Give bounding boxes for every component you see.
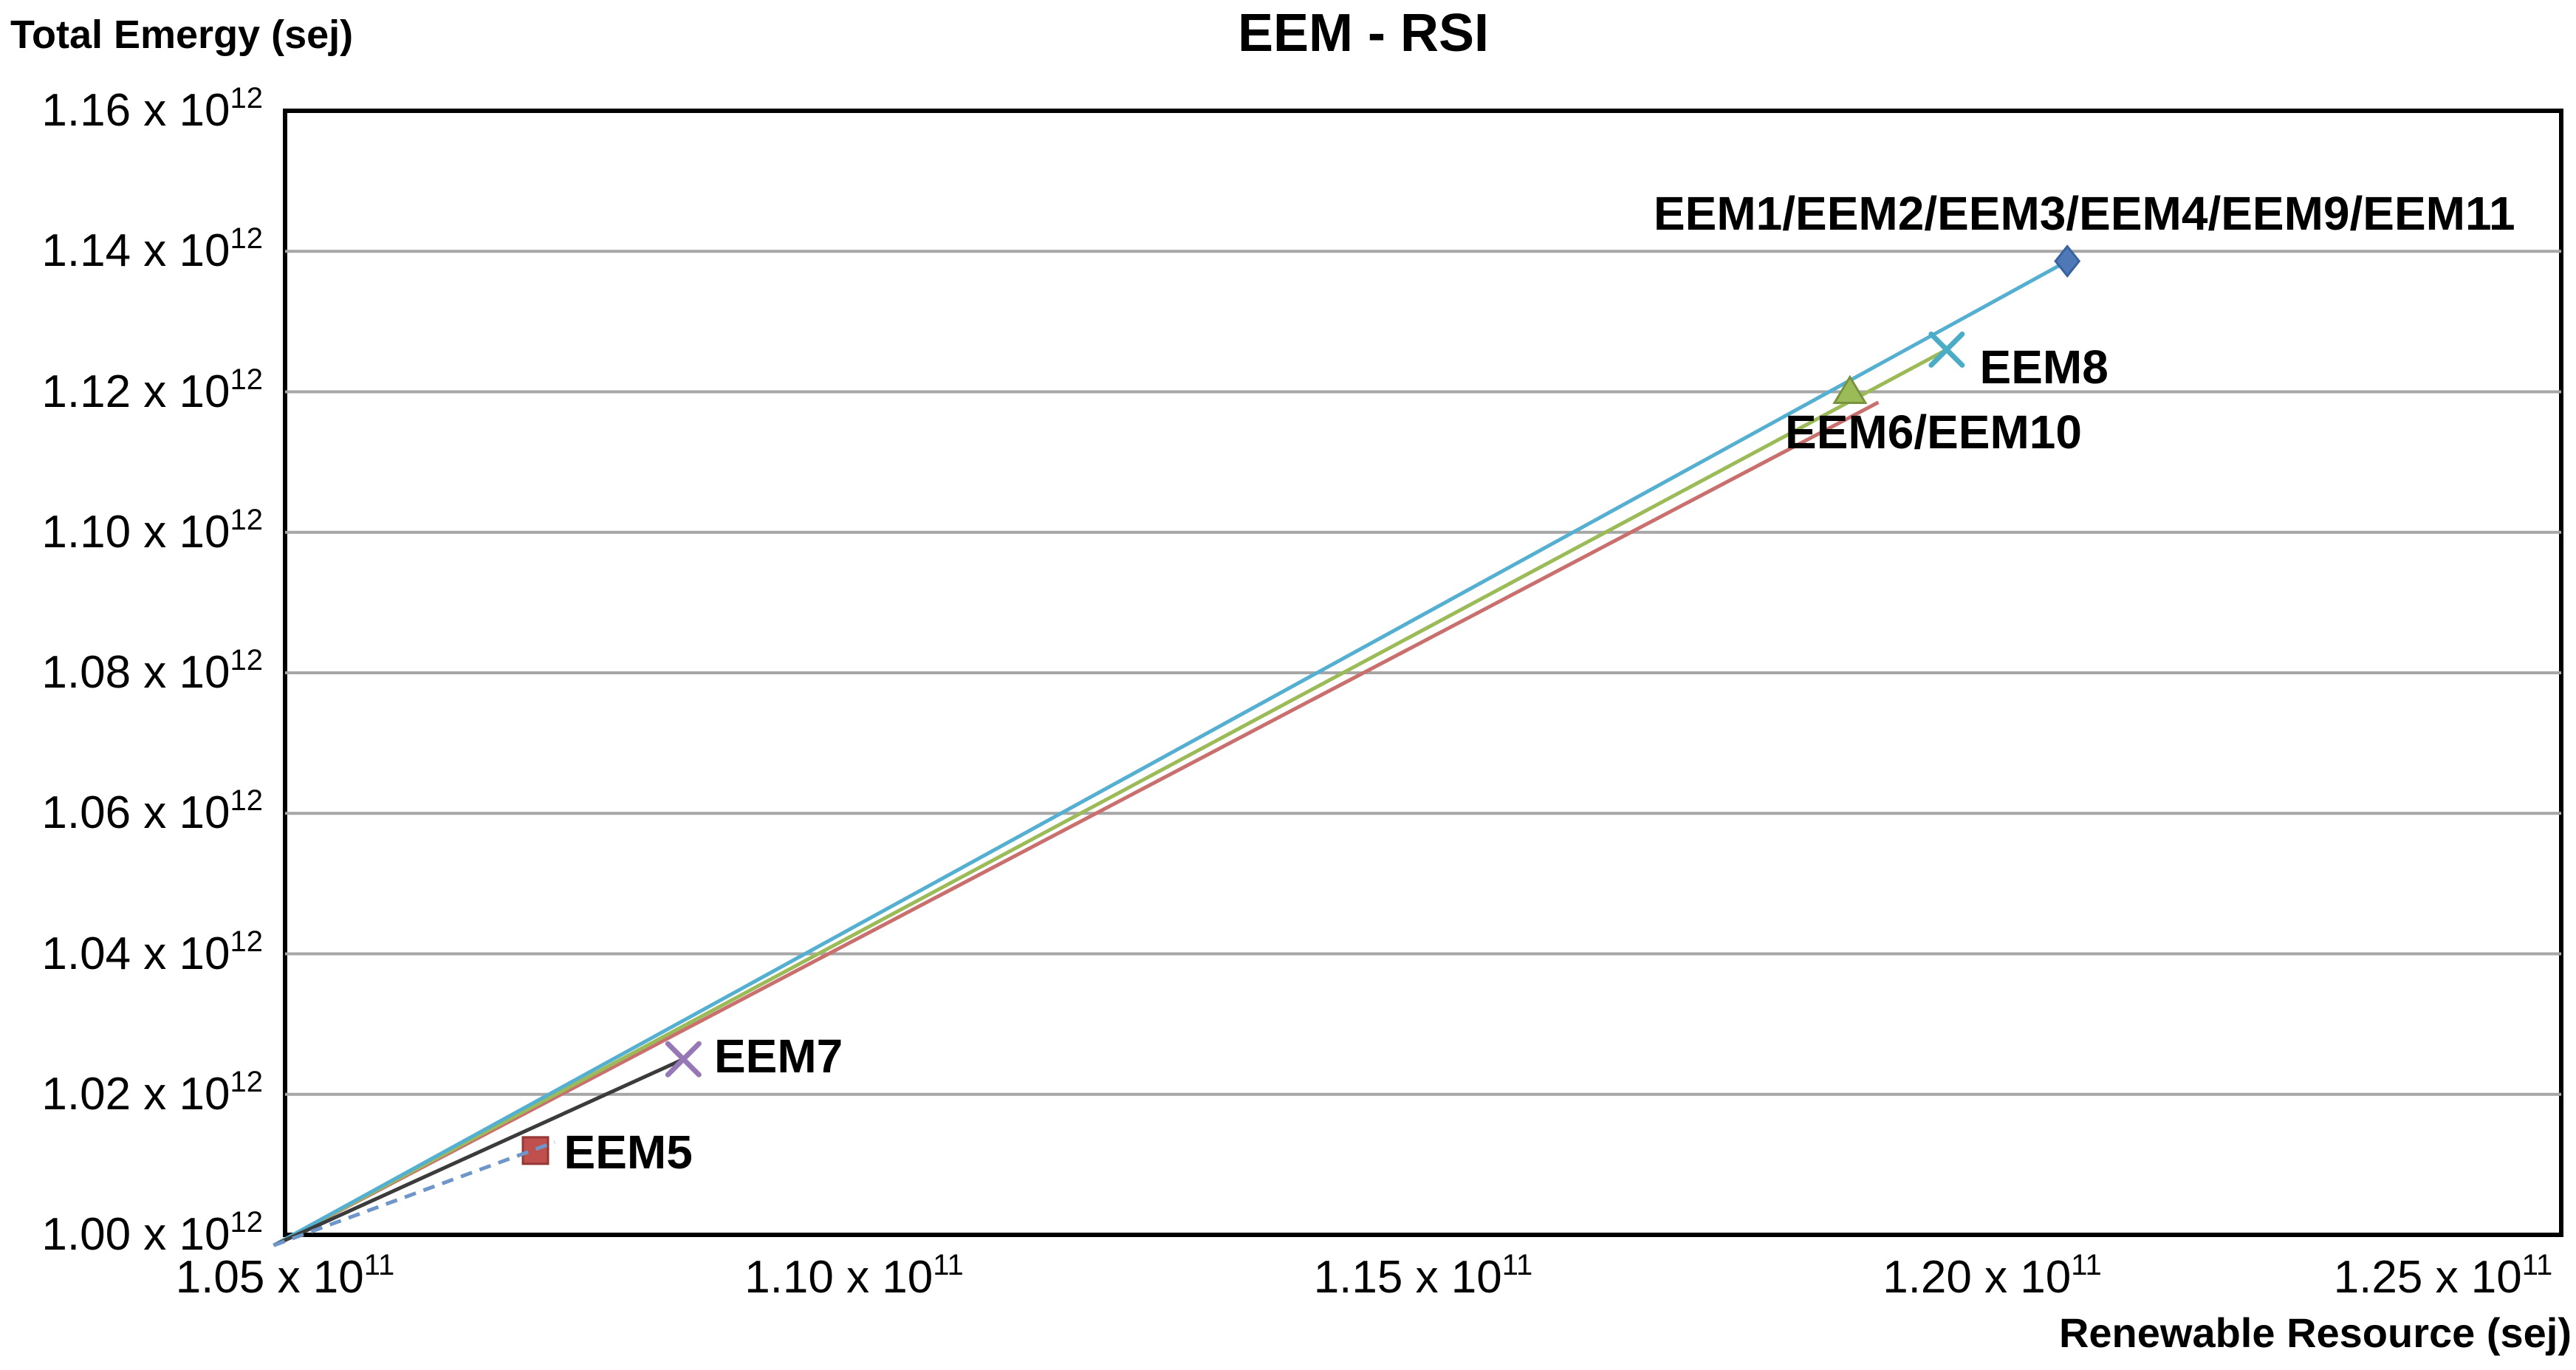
series-label: EEM6/EEM10	[1785, 405, 2082, 459]
marker-x	[665, 1041, 702, 1078]
series-label: EEM5	[564, 1125, 693, 1179]
exponent: 11	[933, 1249, 964, 1281]
marker-triangle	[1832, 374, 1868, 404]
exponent: 12	[230, 363, 264, 396]
y-tick-label: 1.02 x 1012	[41, 1065, 264, 1120]
exponent: 12	[230, 82, 264, 114]
exponent: 11	[2071, 1249, 2102, 1281]
exponent: 12	[230, 503, 264, 536]
series-line	[273, 400, 1880, 1247]
x-tick-label: 1.25 x 1011	[2333, 1249, 2553, 1303]
exponent: 12	[230, 925, 264, 958]
series-line	[273, 1140, 556, 1247]
chart-title: EEM - RSI	[1237, 4, 1490, 63]
y-tick-label: 1.00 x 1012	[41, 1206, 264, 1260]
marker-x	[1928, 331, 1965, 368]
y-axis-title: Total Emergy (sej)	[10, 13, 354, 57]
exponent: 12	[230, 644, 264, 677]
y-tick-label: 1.14 x 1012	[41, 222, 264, 277]
y-tick-label: 1.06 x 1012	[41, 784, 264, 839]
exponent: 12	[230, 1065, 264, 1098]
y-tick-label: 1.04 x 1012	[41, 925, 264, 979]
exponent: 11	[2521, 1249, 2553, 1281]
exponent: 12	[230, 222, 264, 256]
x-tick-label: 1.10 x 1011	[744, 1249, 964, 1303]
y-tick-label: 1.08 x 1012	[41, 644, 264, 698]
exponent: 12	[230, 784, 264, 818]
exponent: 11	[363, 1249, 395, 1281]
series-line	[273, 1057, 685, 1247]
y-tick-label: 1.12 x 1012	[41, 363, 264, 417]
x-tick-label: 1.20 x 1011	[1883, 1249, 2102, 1303]
exponent: 12	[230, 1206, 264, 1239]
series-label: EEM8	[1979, 340, 2109, 394]
y-tick-label: 1.16 x 1012	[41, 82, 264, 136]
series-label: EEM1/EEM2/EEM3/EEM4/EEM9/EEM11	[1653, 186, 2515, 240]
x-tick-label: 1.15 x 1011	[1313, 1249, 1533, 1303]
series-line	[273, 348, 1948, 1247]
y-tick-label: 1.10 x 1012	[41, 503, 264, 558]
series-label: EEM7	[713, 1030, 843, 1083]
x-tick-label: 1.05 x 1011	[175, 1249, 395, 1303]
exponent: 11	[1501, 1249, 1533, 1281]
series-line	[273, 259, 2069, 1247]
x-axis-title: Renewable Resource (sej)	[2058, 1309, 2572, 1356]
marker-diamond	[2054, 244, 2081, 278]
